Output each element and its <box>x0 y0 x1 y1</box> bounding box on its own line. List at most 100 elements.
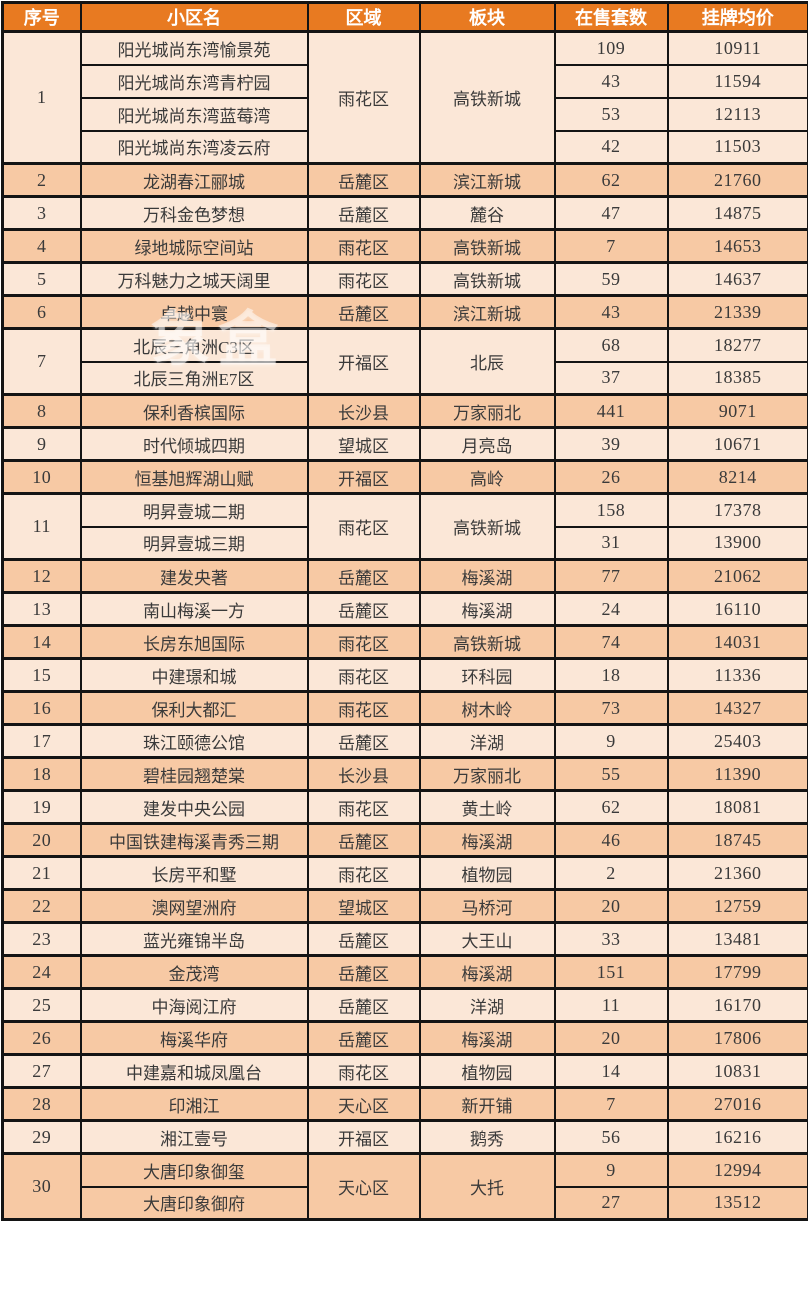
row-number-cell: 30 <box>3 1154 81 1220</box>
district-cell: 望城区 <box>308 890 420 923</box>
price-cell: 10831 <box>668 1055 808 1088</box>
district-cell: 雨花区 <box>308 263 420 296</box>
units-count-cell: 9 <box>555 1154 668 1187</box>
community-name-cell: 绿地城际空间站 <box>81 230 308 263</box>
district-cell: 雨花区 <box>308 659 420 692</box>
community-name-cell: 建发央著 <box>81 560 308 593</box>
row-number-cell: 15 <box>3 659 81 692</box>
area-cell: 洋湖 <box>420 989 555 1022</box>
community-name-cell: 碧桂园翘楚棠 <box>81 758 308 791</box>
price-cell: 9071 <box>668 395 808 428</box>
row-number-cell: 2 <box>3 164 81 197</box>
community-name-cell: 阳光城尚东湾愉景苑 <box>81 32 308 65</box>
district-cell: 岳麓区 <box>308 197 420 230</box>
community-name-cell: 万科金色梦想 <box>81 197 308 230</box>
community-name-cell: 湘江壹号 <box>81 1121 308 1154</box>
community-name-cell: 澳网望洲府 <box>81 890 308 923</box>
district-cell: 雨花区 <box>308 230 420 263</box>
units-count-cell: 33 <box>555 923 668 956</box>
area-cell: 新开铺 <box>420 1088 555 1121</box>
district-cell: 岳麓区 <box>308 956 420 989</box>
district-cell: 长沙县 <box>308 395 420 428</box>
row-number-cell: 13 <box>3 593 81 626</box>
community-name-cell: 梅溪华府 <box>81 1022 308 1055</box>
district-cell: 雨花区 <box>308 791 420 824</box>
area-cell: 高铁新城 <box>420 230 555 263</box>
units-count-cell: 151 <box>555 956 668 989</box>
row-number-cell: 26 <box>3 1022 81 1055</box>
row-number-cell: 12 <box>3 560 81 593</box>
units-count-cell: 53 <box>555 98 668 131</box>
price-cell: 17799 <box>668 956 808 989</box>
header-index: 序号 <box>3 3 81 32</box>
community-name-cell: 珠江颐德公馆 <box>81 725 308 758</box>
community-name-cell: 中海阅江府 <box>81 989 308 1022</box>
row-number-cell: 11 <box>3 494 81 560</box>
price-cell: 18081 <box>668 791 808 824</box>
row-number-cell: 1 <box>3 32 81 164</box>
units-count-cell: 68 <box>555 329 668 362</box>
district-cell: 雨花区 <box>308 1055 420 1088</box>
header-row: 序号 小区名 区域 板块 在售套数 挂牌均价 <box>3 3 808 32</box>
area-cell: 植物园 <box>420 1055 555 1088</box>
area-cell: 高铁新城 <box>420 263 555 296</box>
row-number-cell: 18 <box>3 758 81 791</box>
district-cell: 岳麓区 <box>308 923 420 956</box>
units-count-cell: 109 <box>555 32 668 65</box>
units-count-cell: 11 <box>555 989 668 1022</box>
area-cell: 高岭 <box>420 461 555 494</box>
community-name-cell: 金茂湾 <box>81 956 308 989</box>
units-count-cell: 24 <box>555 593 668 626</box>
area-cell: 万家丽北 <box>420 395 555 428</box>
row-number-cell: 17 <box>3 725 81 758</box>
community-name-cell: 印湘江 <box>81 1088 308 1121</box>
units-count-cell: 77 <box>555 560 668 593</box>
community-name-cell: 明昇壹城三期 <box>81 527 308 560</box>
area-cell: 洋湖 <box>420 725 555 758</box>
row-number-cell: 14 <box>3 626 81 659</box>
price-cell: 16216 <box>668 1121 808 1154</box>
district-cell: 雨花区 <box>308 692 420 725</box>
area-cell: 高铁新城 <box>420 32 555 164</box>
community-name-cell: 大唐印象御玺 <box>81 1154 308 1187</box>
units-count-cell: 46 <box>555 824 668 857</box>
area-cell: 高铁新城 <box>420 494 555 560</box>
row-number-cell: 27 <box>3 1055 81 1088</box>
price-cell: 21360 <box>668 857 808 890</box>
price-cell: 25403 <box>668 725 808 758</box>
units-count-cell: 7 <box>555 1088 668 1121</box>
community-name-cell: 阳光城尚东湾凌云府 <box>81 131 308 164</box>
community-name-cell: 阳光城尚东湾蓝莓湾 <box>81 98 308 131</box>
price-cell: 8214 <box>668 461 808 494</box>
units-count-cell: 43 <box>555 65 668 98</box>
district-cell: 天心区 <box>308 1154 420 1220</box>
price-cell: 14637 <box>668 263 808 296</box>
district-cell: 岳麓区 <box>308 1022 420 1055</box>
district-cell: 岳麓区 <box>308 593 420 626</box>
price-cell: 12759 <box>668 890 808 923</box>
price-cell: 21062 <box>668 560 808 593</box>
district-cell: 雨花区 <box>308 494 420 560</box>
community-name-cell: 保利香槟国际 <box>81 395 308 428</box>
price-cell: 10671 <box>668 428 808 461</box>
area-cell: 大托 <box>420 1154 555 1220</box>
row-number-cell: 16 <box>3 692 81 725</box>
units-count-cell: 27 <box>555 1187 668 1220</box>
units-count-cell: 43 <box>555 296 668 329</box>
community-name-cell: 时代倾城四期 <box>81 428 308 461</box>
area-cell: 植物园 <box>420 857 555 890</box>
units-count-cell: 59 <box>555 263 668 296</box>
